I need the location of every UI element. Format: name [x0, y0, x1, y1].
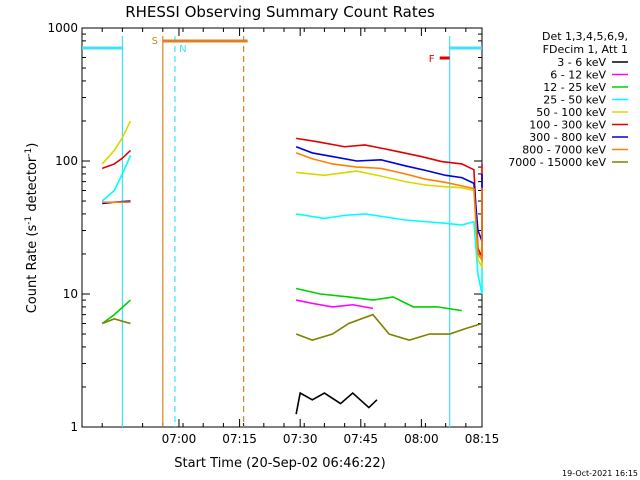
y-axis-label: Count Rate (s-1 detector-1) [24, 143, 40, 314]
x-tick-label: 07:45 [343, 432, 378, 446]
series-line-4-1 [296, 170, 483, 270]
series-line-2-1 [295, 287, 462, 312]
legend-header: Det 1,3,4,5,6,9, [542, 30, 628, 43]
series-line-8-1 [295, 313, 483, 341]
series-line-3-1 [296, 213, 483, 295]
x-tick-label: 08:00 [404, 432, 439, 446]
legend: Det 1,3,4,5,6,9,FDecim 1, Att 13 - 6 keV… [508, 30, 628, 169]
x-tick-label: 08:15 [465, 432, 500, 446]
series-line-0-0 [295, 391, 378, 415]
plot-area [81, 27, 483, 428]
y-tick-label: 1000 [47, 21, 78, 35]
y-tick-label: 100 [55, 154, 78, 168]
series-line-7-1 [295, 152, 483, 263]
legend-entry-label: 50 - 100 keV [536, 106, 606, 119]
series-line-5-1 [296, 137, 483, 258]
x-tick-label: 07:30 [283, 432, 318, 446]
series-line-2-0 [101, 299, 132, 325]
y-tick-label: 10 [63, 287, 78, 301]
y-tick-label: 1 [70, 420, 78, 434]
night-label: N [179, 44, 186, 55]
series-line-1-0 [295, 299, 374, 310]
legend-entry-label: 6 - 12 keV [550, 69, 606, 82]
legend-entry-label: 3 - 6 keV [557, 56, 606, 69]
legend-entry-label: 100 - 300 keV [529, 119, 606, 132]
x-tick-label: 07:00 [162, 432, 197, 446]
legend-entry-label: 800 - 7000 keV [522, 144, 606, 157]
flare-label: F [429, 54, 435, 65]
legend-entry-label: 300 - 800 keV [529, 131, 606, 144]
series-line-8-0 [101, 318, 131, 325]
plot-frame [81, 27, 483, 428]
footer-timestamp: 19-Oct-2021 16:15 [562, 469, 638, 478]
legend-entry-label: 25 - 50 keV [543, 94, 606, 107]
saa-label: S [152, 36, 158, 47]
x-tick-label: 07:15 [222, 432, 257, 446]
legend-header: FDecim 1, Att 1 [543, 43, 628, 56]
series-line-3-0 [101, 155, 132, 202]
series-line-6-1 [295, 145, 483, 242]
series-line-4-0 [101, 120, 132, 165]
legend-entry-label: 12 - 25 keV [543, 81, 606, 94]
series-line-5-0 [101, 149, 132, 170]
legend-entry-label: 7000 - 15000 keV [508, 156, 606, 169]
chart-title: RHESSI Observing Summary Count Rates [125, 3, 435, 21]
x-axis-label: Start Time (20-Sep-02 06:46:22) [174, 456, 385, 471]
